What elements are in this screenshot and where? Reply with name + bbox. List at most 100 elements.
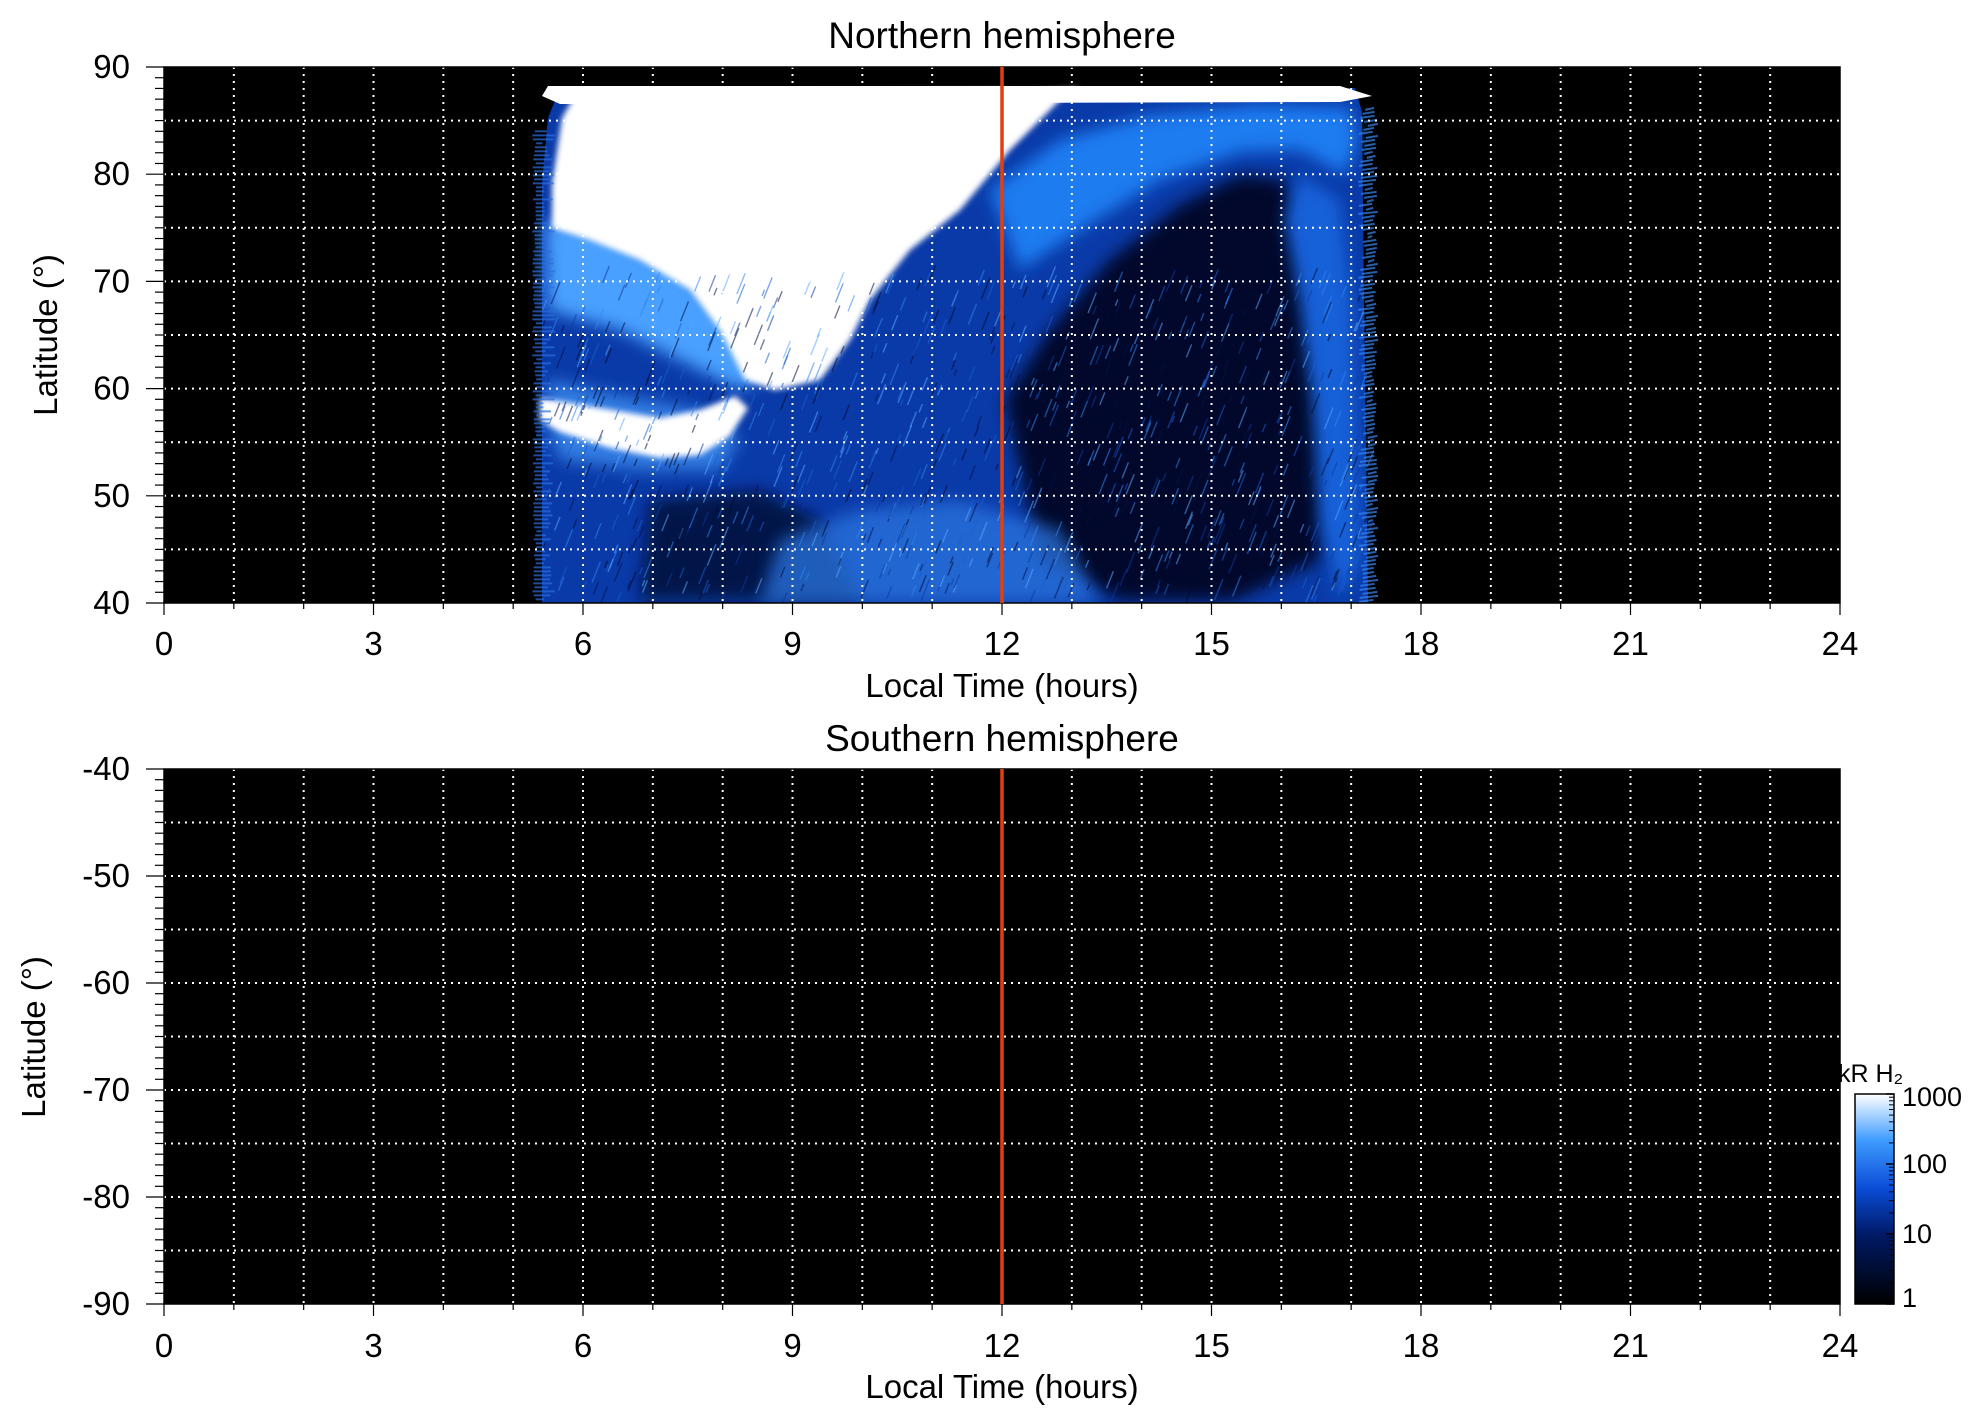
north-streak [588, 402, 593, 410]
north-streak [708, 274, 717, 292]
north-streak [782, 340, 791, 359]
north-streak [628, 544, 633, 554]
north-streak [952, 352, 958, 361]
north-streak [805, 572, 810, 582]
north-dusk-edge [1360, 366, 1376, 371]
north-streak [1234, 356, 1243, 376]
north-streak [554, 481, 562, 498]
north-streak [810, 333, 820, 356]
north-dusk-edge [1363, 242, 1378, 247]
north-streak [1102, 447, 1112, 466]
north-streak [804, 280, 811, 296]
north-streak [1114, 299, 1119, 307]
north-streak [1244, 433, 1253, 449]
north-streak [898, 550, 903, 557]
south-y-tick-label: -50 [82, 857, 130, 894]
north-streak [759, 339, 766, 351]
north-noon-region [760, 500, 1100, 603]
north-streak [1341, 462, 1350, 480]
north-streak [845, 489, 852, 502]
north-streak [670, 474, 679, 493]
north-streak [894, 486, 905, 509]
north-streak [642, 423, 651, 440]
north-streak [1052, 362, 1058, 372]
north-streak [919, 492, 927, 507]
north-streak [668, 354, 675, 366]
north-streak [706, 524, 713, 538]
north-streak [593, 429, 604, 452]
north-streak [812, 363, 822, 386]
north-streak [1180, 275, 1189, 294]
north-streak [918, 559, 927, 579]
south-y-axis-label: Latitude (°) [15, 956, 52, 1118]
north-x-tick-label: 21 [1612, 625, 1649, 662]
north-streak [1299, 523, 1305, 533]
north-streak [1327, 368, 1333, 379]
north-dusk-edge [1361, 490, 1374, 495]
north-streak [1213, 578, 1224, 601]
north-streak [1047, 473, 1056, 491]
north-streak [1234, 359, 1244, 380]
north-streak [983, 438, 992, 454]
north-streak [1080, 400, 1089, 418]
north-streak [1269, 565, 1280, 588]
north-streak [855, 518, 866, 541]
north-streak [601, 474, 606, 483]
north-streak [613, 544, 619, 554]
north-streak [1198, 418, 1209, 440]
north-dusk-edge [1359, 346, 1374, 351]
north-streak [661, 388, 666, 399]
north-streak [1062, 407, 1070, 421]
north-streak [589, 342, 600, 364]
north-dusk-edge [1360, 114, 1375, 119]
north-streak [1224, 295, 1230, 305]
north-streak [1282, 463, 1289, 476]
north-streak [559, 566, 568, 584]
north-streak [1240, 395, 1245, 405]
north-streak [850, 372, 858, 388]
north-streak [719, 526, 729, 549]
north-dusk-edge [1360, 446, 1374, 451]
north-streak [1246, 531, 1257, 555]
north-streak [886, 585, 893, 599]
north-streak [1293, 435, 1303, 457]
north-streak [1156, 383, 1163, 397]
north-dusk-edge [1359, 162, 1373, 167]
south-x-tick-label: 6 [574, 1327, 592, 1364]
north-streak [592, 581, 600, 596]
north-streak [670, 337, 680, 358]
north-streak [1053, 576, 1064, 599]
north-dusk-edge [1359, 290, 1376, 295]
north-dusk-edge [1359, 594, 1379, 599]
colorbar-tick-label: 1 [1902, 1283, 1917, 1313]
north-streak [814, 415, 823, 433]
north-streak [872, 300, 879, 316]
south-x-tick-label: 15 [1193, 1327, 1230, 1364]
north-streak [1160, 363, 1166, 373]
north-streak [763, 277, 773, 299]
north-streak [1295, 573, 1302, 586]
north-streak [1200, 501, 1207, 514]
north-streak [1323, 479, 1328, 487]
north-streak [566, 458, 572, 469]
north-streak [1089, 318, 1100, 340]
north-streak [899, 297, 907, 311]
north-streak [705, 583, 711, 593]
south-y-tick-labels: -40 -50 -60 -70 -80 -90 [82, 750, 130, 1322]
north-streak [799, 566, 806, 580]
north-streak [1339, 521, 1347, 538]
north-streak [575, 501, 584, 520]
north-streak [736, 283, 746, 304]
north-y-tick-label: 70 [93, 262, 130, 299]
north-streak [897, 382, 907, 403]
north-streak [1171, 415, 1176, 423]
north-streak [1349, 484, 1358, 502]
north-streak [878, 564, 886, 579]
north-streak [961, 448, 968, 461]
north-streak [1086, 582, 1091, 591]
north-streak [887, 273, 897, 295]
north-streak [1172, 507, 1176, 515]
north-streak [1044, 398, 1053, 418]
north-streak [1095, 344, 1105, 365]
north-streak [1101, 532, 1106, 539]
